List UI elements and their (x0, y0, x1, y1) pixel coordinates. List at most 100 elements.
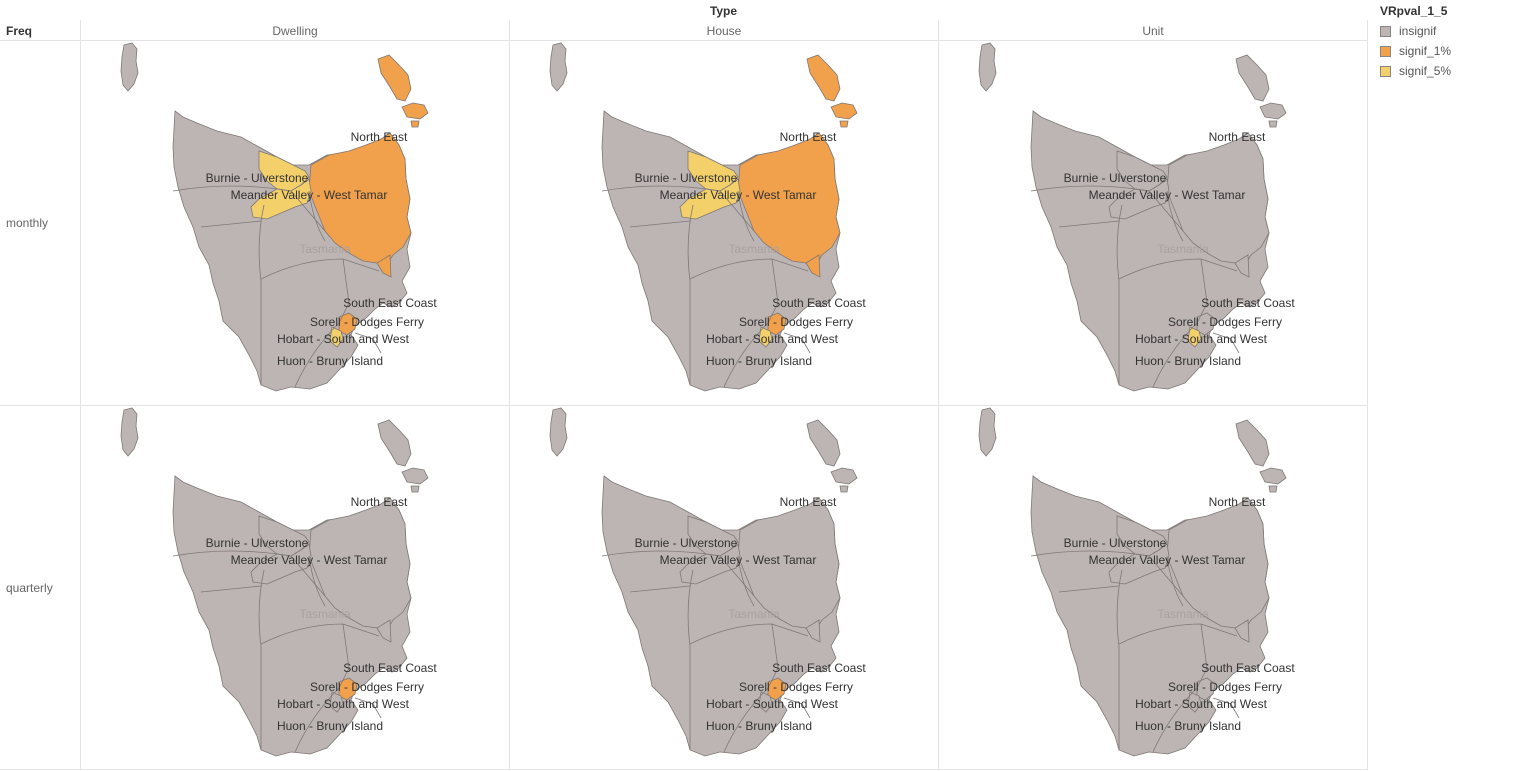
region-meander-valley (1108, 178, 1170, 220)
region-label: Hobart - South and West (706, 697, 839, 711)
region-label: Meander Valley - West Tamar (660, 553, 817, 567)
cape-barren-region (401, 102, 429, 128)
region-label: Sorell - Dodges Ferry (739, 680, 853, 694)
region-label: Meander Valley - West Tamar (231, 188, 388, 202)
region-meander-valley (679, 178, 741, 220)
map-panel-monthly-house[interactable]: Tasmania North East Burnie - Ulverstone Mea… (510, 41, 938, 405)
grid-line (938, 20, 939, 770)
region-boundary (783, 697, 811, 719)
region-label: Meander Valley - West Tamar (660, 188, 817, 202)
legend-label: signif_1% (1399, 44, 1452, 58)
region-boundary (601, 550, 755, 597)
map-panel-monthly-unit[interactable]: Tasmania North East Burnie - Ulverstone Mea… (939, 41, 1367, 405)
column-header-house[interactable]: House (706, 24, 742, 38)
region-label: South East Coast (772, 296, 866, 310)
region-north-east (308, 497, 412, 637)
region-boundary (258, 204, 265, 385)
region-boundary (354, 697, 382, 719)
region-boundary (354, 332, 382, 354)
king-island-region (120, 42, 139, 92)
region-boundary (1030, 550, 1184, 597)
map-panel-monthly-dwelling[interactable]: Tasmania North East Burnie - Ulverstone Mea… (81, 41, 509, 405)
map-panel-quarterly-house[interactable]: Tasmania North East Burnie - Ulverstone Mea… (510, 406, 938, 770)
cape-barren-region (401, 467, 429, 493)
region-launceston-area (805, 254, 821, 278)
region-label: Hobart - South and West (1135, 332, 1268, 346)
region-label: Meander Valley - West Tamar (1089, 553, 1246, 567)
king-island-region (120, 407, 139, 457)
region-hobart-south-west (1187, 691, 1202, 713)
legend-item-signif-5[interactable]: signif_5% (1380, 61, 1451, 81)
region-launceston-area (376, 619, 392, 643)
grid-line (1367, 20, 1368, 770)
region-label: Sorell - Dodges Ferry (310, 680, 424, 694)
cape-barren-region (830, 102, 858, 128)
region-label: Sorell - Dodges Ferry (739, 315, 853, 329)
map-watermark: Tasmania (1157, 242, 1209, 256)
region-label: Sorell - Dodges Ferry (1168, 315, 1282, 329)
region-boundary (172, 550, 326, 597)
region-north-east (1166, 132, 1270, 272)
column-header-unit[interactable]: Unit (1142, 24, 1164, 38)
region-launceston-area (1234, 254, 1250, 278)
map-svg: Tasmania North East Burnie - Ulverstone Mea… (120, 407, 437, 757)
region-meander-valley (250, 178, 312, 220)
region-boundary (1152, 322, 1198, 388)
region-boundary (338, 258, 350, 324)
region-launceston-area (1234, 619, 1250, 643)
region-boundary (260, 623, 380, 645)
region-label: South East Coast (343, 296, 437, 310)
row-header-quarterly[interactable]: quarterly (6, 581, 53, 595)
region-north-east (737, 132, 841, 272)
region-label: Hobart - South and West (706, 332, 839, 346)
region-boundary (1058, 220, 1120, 228)
map-watermark: Tasmania (1157, 607, 1209, 621)
region-boundary (308, 555, 326, 607)
region-label: South East Coast (1201, 296, 1295, 310)
region-boundary (689, 623, 809, 645)
legend-item-signif-1[interactable]: signif_1% (1380, 41, 1451, 61)
region-boundary (200, 585, 262, 593)
region-boundary (737, 190, 755, 242)
region-label: North East (351, 495, 408, 509)
region-launceston-area (376, 254, 392, 278)
region-hobart-south-west (329, 691, 344, 713)
cape-barren-region (1259, 467, 1287, 493)
grid-line (80, 20, 81, 770)
flinders-island-region (806, 54, 841, 102)
region-boundary (1152, 687, 1198, 753)
map-watermark: Tasmania (728, 607, 780, 621)
region-boundary (629, 585, 691, 593)
legend-item-insignif[interactable]: insignif (1380, 21, 1451, 41)
region-boundary (294, 687, 340, 753)
legend-swatch-signif-5 (1380, 65, 1391, 77)
region-boundary (783, 332, 811, 354)
map-panel-quarterly-dwelling[interactable]: Tasmania North East Burnie - Ulverstone Mea… (81, 406, 509, 770)
map-svg: Tasmania North East Burnie - Ulverstone Mea… (120, 42, 437, 392)
region-label: Burnie - Ulverstone (206, 536, 309, 550)
region-label: Huon - Bruny Island (706, 354, 812, 368)
grid-line (0, 405, 1367, 406)
region-boundary (689, 258, 809, 280)
cape-barren-region (830, 467, 858, 493)
region-boundary (200, 220, 262, 228)
region-boundary (308, 190, 326, 242)
column-dimension-header: Type (709, 4, 738, 18)
flinders-island-region (377, 419, 412, 467)
region-boundary (1212, 697, 1240, 719)
region-hobart-south-west (758, 691, 773, 713)
region-label: Meander Valley - West Tamar (1089, 188, 1246, 202)
column-header-dwelling[interactable]: Dwelling (272, 24, 318, 38)
region-label: Hobart - South and West (1135, 697, 1268, 711)
legend-swatch-insignif (1380, 25, 1391, 37)
region-label: Meander Valley - West Tamar (231, 553, 388, 567)
region-boundary (1212, 332, 1240, 354)
region-boundary (767, 623, 779, 689)
map-panel-quarterly-unit[interactable]: Tasmania North East Burnie - Ulverstone Mea… (939, 406, 1367, 770)
region-boundary (1196, 258, 1208, 324)
flinders-island-region (806, 419, 841, 467)
map-watermark: Tasmania (299, 242, 351, 256)
king-island-region (978, 42, 997, 92)
row-header-monthly[interactable]: monthly (6, 216, 49, 230)
flinders-island-region (377, 54, 412, 102)
